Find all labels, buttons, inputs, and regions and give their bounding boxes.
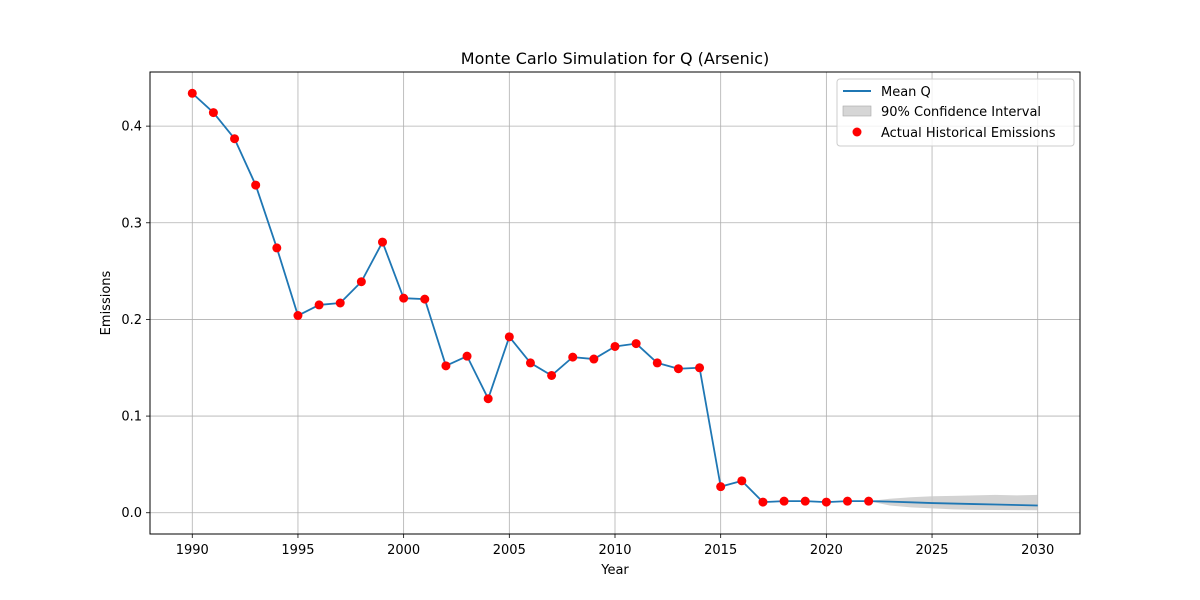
historical-emission-point xyxy=(821,497,831,507)
x-tick-label: 2025 xyxy=(915,543,948,558)
legend-label-historical: Actual Historical Emissions xyxy=(881,126,1056,141)
historical-emission-point xyxy=(547,370,557,380)
y-tick-label: 0.4 xyxy=(121,120,142,135)
historical-emission-point xyxy=(314,300,324,310)
y-tick-label: 0.2 xyxy=(121,313,142,328)
x-tick-label: 1990 xyxy=(176,543,209,558)
legend-label-confidence: 90% Confidence Interval xyxy=(881,105,1041,120)
historical-points-layer xyxy=(187,88,874,507)
historical-emission-point xyxy=(399,293,409,303)
historical-emission-point xyxy=(843,496,852,506)
historical-emission-point xyxy=(230,134,240,144)
legend-swatch-confidence xyxy=(842,105,872,117)
x-tick-label: 2020 xyxy=(810,543,843,558)
historical-emission-point xyxy=(695,363,705,373)
historical-emission-point xyxy=(293,311,303,321)
historical-emission-point xyxy=(441,361,451,371)
legend-box xyxy=(836,78,1075,147)
legend: Mean Q 90% Confidence Interval Actual Hi… xyxy=(836,78,1075,147)
legend-label-mean: Mean Q xyxy=(881,85,931,100)
historical-emission-point xyxy=(251,180,261,190)
x-axis-ticks: 1990 1995 2000 2005 2010 2015 2020 2025 2030 xyxy=(176,534,1054,558)
x-tick-label: 2015 xyxy=(704,543,737,558)
grid xyxy=(150,72,1080,534)
historical-emission-point xyxy=(378,237,387,247)
historical-emission-point xyxy=(758,497,768,507)
x-tick-label: 2030 xyxy=(1021,543,1054,558)
chart-title: Monte Carlo Simulation for Q (Arsenic) xyxy=(461,49,769,68)
y-axis-label: Emissions xyxy=(99,270,114,335)
historical-emission-point xyxy=(800,496,810,506)
historical-emission-point xyxy=(737,476,747,486)
historical-emission-point xyxy=(462,351,472,361)
confidence-interval-band xyxy=(868,494,1038,511)
y-tick-label: 0.0 xyxy=(121,506,142,521)
historical-emission-point xyxy=(652,358,662,368)
x-tick-label: 2005 xyxy=(493,543,526,558)
historical-emission-point xyxy=(610,341,620,351)
historical-emission-point xyxy=(420,294,430,304)
y-tick-label: 0.3 xyxy=(121,216,142,231)
historical-emission-point xyxy=(631,339,641,349)
x-tick-label: 2010 xyxy=(598,543,631,558)
historical-emission-point xyxy=(272,243,282,253)
x-tick-label: 1995 xyxy=(281,543,314,558)
historical-emission-point xyxy=(716,482,726,492)
historical-emission-point xyxy=(525,358,535,368)
historical-emission-point xyxy=(504,332,514,342)
confidence-band-layer xyxy=(868,494,1038,511)
historical-emission-point xyxy=(187,88,197,98)
historical-emission-point xyxy=(779,496,789,506)
legend-swatch-historical-point xyxy=(852,127,862,137)
historical-emission-point xyxy=(483,394,493,404)
y-tick-label: 0.1 xyxy=(121,410,142,425)
historical-emission-point xyxy=(208,108,218,118)
x-axis-label: Year xyxy=(600,563,629,578)
historical-emission-point xyxy=(864,496,874,506)
y-axis-ticks: 0.0 0.1 0.2 0.3 0.4 xyxy=(121,120,150,521)
historical-emission-point xyxy=(335,298,345,308)
historical-emission-point xyxy=(568,352,578,362)
historical-emission-point xyxy=(356,277,366,287)
historical-emission-point xyxy=(589,354,599,364)
x-tick-label: 2000 xyxy=(387,543,420,558)
historical-emission-point xyxy=(673,364,683,374)
